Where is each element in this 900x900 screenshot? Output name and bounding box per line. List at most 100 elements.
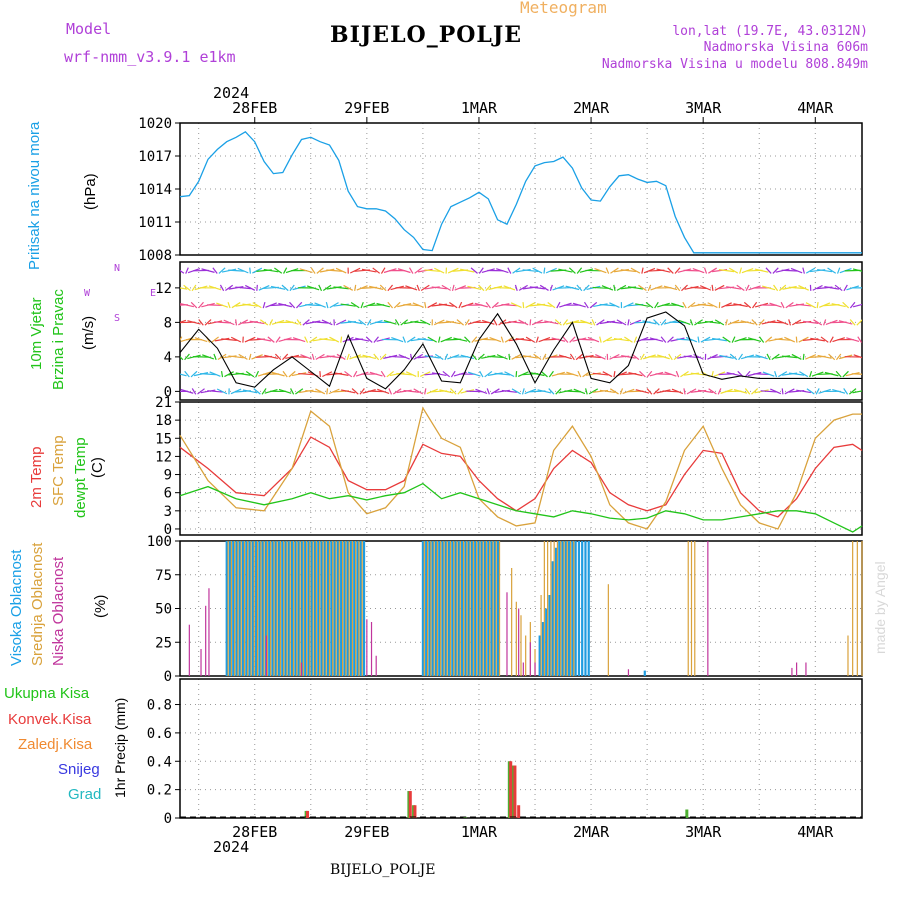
- wind-arrow: [536, 303, 552, 307]
- wind-arrow: [312, 321, 329, 324]
- wind-arrow: [180, 287, 188, 290]
- wind-arrow: [190, 370, 198, 378]
- top-date-label: 1MAR: [461, 99, 498, 117]
- top-date-label: 4MAR: [797, 99, 834, 117]
- cloud-mid-bar: [345, 541, 347, 676]
- wind-arrow: [394, 319, 400, 326]
- wind-arrow: [369, 371, 383, 377]
- wind-arrow: [486, 388, 490, 395]
- wind-arrow: [282, 353, 289, 361]
- cloud-mid-bar: [569, 541, 572, 676]
- cloud-low-bar: [518, 608, 520, 676]
- cloud-mid-bar: [440, 541, 442, 676]
- cloud-high-bar: [467, 541, 470, 676]
- wind-arrow: [671, 388, 684, 395]
- wind-arrow: [646, 370, 653, 378]
- wind-arrow: [566, 371, 579, 377]
- cloud-mid-bar: [322, 541, 324, 676]
- cloud-high-bar: [255, 541, 258, 676]
- wind-arrow: [437, 336, 441, 343]
- cloud-mid-bar: [332, 541, 334, 676]
- cloud-mid-bar: [312, 541, 314, 676]
- cloud-mid-bar: [247, 541, 249, 676]
- cloud-mid-bar: [511, 568, 513, 676]
- wind-arrow: [412, 302, 424, 308]
- wind-arrow: [434, 353, 444, 360]
- cloud-high-bar: [330, 541, 333, 676]
- cloud-high-bar: [474, 541, 477, 676]
- cloud-high-bar: [454, 541, 457, 676]
- wind-arrow: [213, 353, 217, 361]
- cloud-high-bar: [248, 541, 251, 676]
- wind-arrow: [295, 301, 303, 309]
- wind-arrow: [262, 301, 266, 309]
- cloud-mid-bar: [459, 541, 461, 676]
- wind-arrow: [704, 320, 721, 324]
- cloud-high-bar: [431, 541, 434, 676]
- wind-arrow: [228, 355, 244, 359]
- cloud-mid-bar: [469, 541, 471, 676]
- wind-arrow: [562, 336, 569, 343]
- wind-arrow: [680, 371, 689, 378]
- wind-arrow: [578, 338, 595, 341]
- wind-arrow: [828, 353, 836, 361]
- wind-arrow: [719, 354, 734, 359]
- wind-arrow: [569, 336, 576, 343]
- wind-arrow: [503, 285, 516, 291]
- wind-arrow: [577, 370, 582, 378]
- wind-arrow: [252, 302, 262, 309]
- wind-arrow: [478, 267, 484, 274]
- wind-arrow: [249, 320, 265, 325]
- wind-arrow: [245, 370, 255, 378]
- wind-arrow: [645, 301, 654, 309]
- cloud-mid-bar: [492, 541, 494, 676]
- wind-arrow: [784, 336, 796, 343]
- wind-arrow: [606, 320, 623, 324]
- wind-arrow: [642, 320, 657, 325]
- y-tick-label: 12: [155, 281, 172, 297]
- y-tick-label: 0.2: [147, 783, 172, 799]
- wind-arrow: [540, 370, 548, 378]
- wind-arrow: [601, 285, 614, 291]
- cloud-mid-bar: [266, 541, 268, 676]
- wind-arrow: [585, 355, 602, 359]
- cloud-high-bar: [281, 541, 284, 676]
- wind-arrow: [664, 371, 677, 377]
- wind-arrow: [235, 319, 238, 326]
- wind-arrow: [609, 353, 620, 360]
- wind-arrow: [255, 370, 260, 378]
- wind-arrow: [835, 370, 842, 378]
- wind-arrow: [256, 284, 258, 291]
- wind-arrow: [744, 370, 751, 378]
- cloud-high-bar: [421, 541, 425, 676]
- cloud-high-bar: [451, 541, 454, 676]
- wind-arrow: [717, 388, 722, 395]
- cloud-mid-bar: [430, 541, 432, 676]
- wind-arrow: [619, 388, 624, 395]
- wind-arrow: [770, 388, 782, 395]
- wind-arrow: [613, 337, 629, 342]
- wind-arrow: [624, 336, 633, 343]
- cloud-mid-bar: [449, 541, 452, 676]
- wind-arrow: [237, 267, 249, 274]
- wind-arrow: [530, 372, 545, 377]
- wind-arrow: [180, 336, 183, 341]
- wind-arrow: [373, 353, 380, 361]
- wind-arrow: [638, 284, 647, 291]
- bottom-date-label: 29FEB: [344, 823, 389, 841]
- cloud-high-bar: [493, 541, 496, 676]
- wind-arrow: [511, 388, 521, 395]
- wind-arrow: [588, 388, 599, 395]
- wind-arrow: [224, 371, 234, 378]
- wind-arrow: [389, 355, 406, 358]
- wind-arrow: [200, 389, 216, 394]
- wind-arrow: [781, 388, 784, 395]
- cloud-mid-bar: [328, 541, 331, 676]
- wind-arrow: [451, 284, 455, 292]
- wind-arrow: [729, 353, 738, 361]
- wind-arrow: [270, 285, 286, 290]
- cloud-low-bar: [506, 592, 508, 676]
- wind-arrow: [815, 388, 820, 395]
- panel-frame: [179, 261, 863, 401]
- cloud-high-bar: [268, 541, 271, 676]
